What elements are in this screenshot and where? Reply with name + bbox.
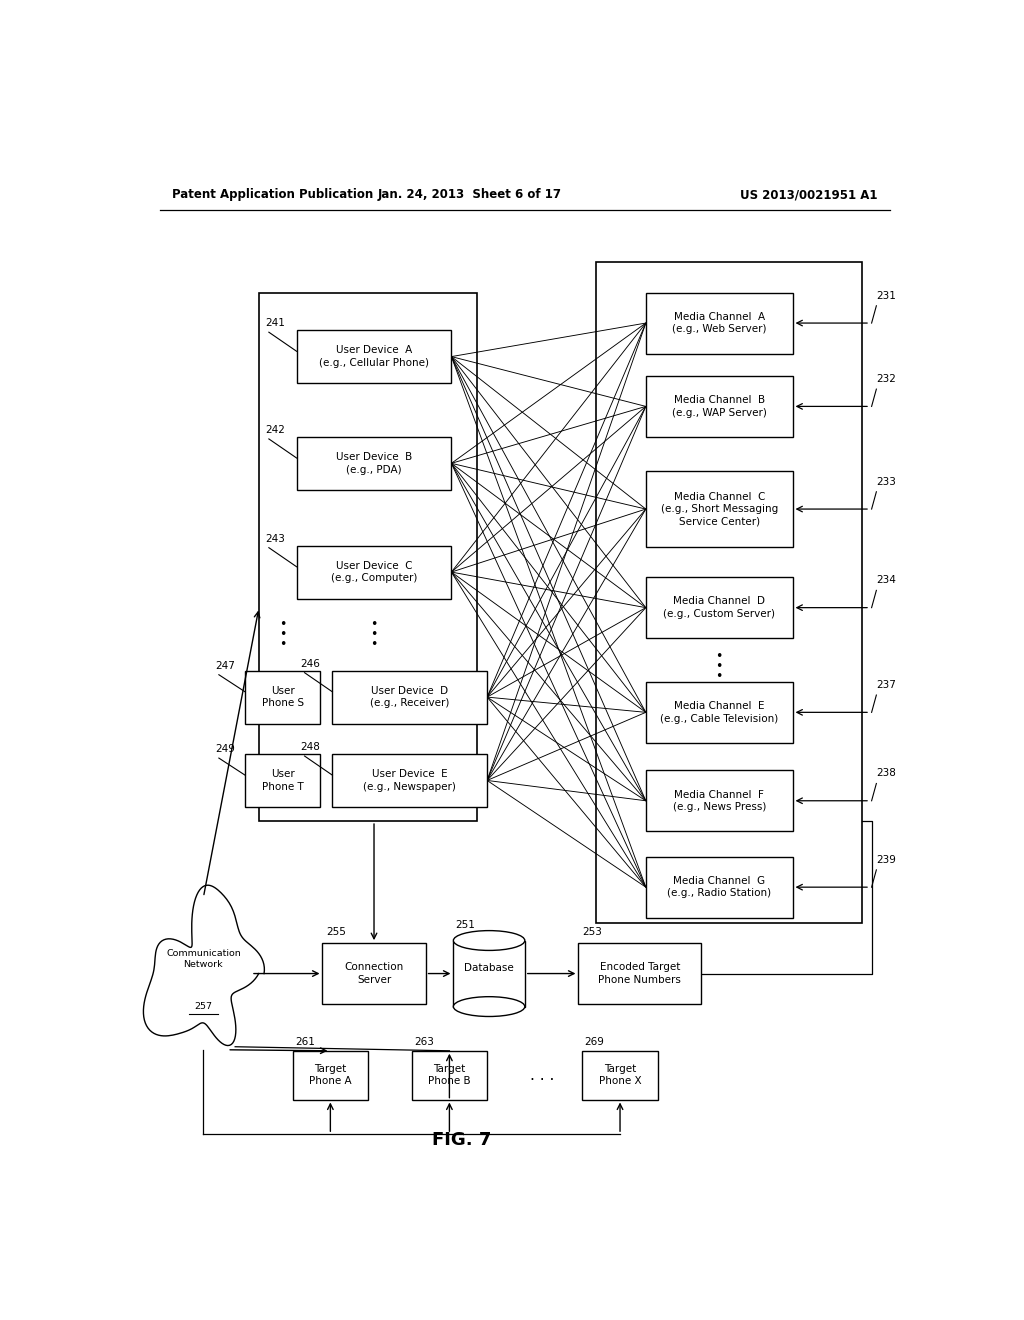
Text: Target
Phone A: Target Phone A	[309, 1064, 351, 1086]
Bar	[583, 1051, 657, 1100]
Text: •: •	[716, 660, 723, 673]
Text: Media Channel  C
(e.g., Short Messaging
Service Center): Media Channel C (e.g., Short Messaging S…	[660, 491, 778, 527]
Bar	[245, 754, 321, 807]
Text: 261: 261	[295, 1036, 315, 1047]
Bar	[245, 671, 321, 723]
Text: User
Phone T: User Phone T	[262, 770, 304, 792]
Text: Media Channel  E
(e.g., Cable Television): Media Channel E (e.g., Cable Television)	[660, 701, 778, 723]
Text: Connection
Server: Connection Server	[344, 962, 403, 985]
Text: FIG. 7: FIG. 7	[432, 1131, 490, 1150]
Text: •: •	[371, 618, 378, 631]
Bar	[579, 942, 701, 1005]
Text: •: •	[280, 639, 287, 651]
Text: Target
Phone X: Target Phone X	[599, 1064, 641, 1086]
Bar	[646, 771, 793, 832]
Bar	[333, 671, 487, 723]
Ellipse shape	[454, 931, 525, 950]
Text: User Device  C
(e.g., Computer): User Device C (e.g., Computer)	[331, 561, 417, 583]
Bar	[596, 263, 862, 923]
Bar	[297, 545, 452, 598]
Polygon shape	[143, 886, 264, 1045]
Text: •: •	[716, 671, 723, 684]
Text: 251: 251	[455, 920, 475, 931]
Text: •: •	[371, 639, 378, 651]
Text: •: •	[716, 649, 723, 663]
Bar	[323, 942, 426, 1005]
Text: 241: 241	[265, 318, 285, 329]
Text: 263: 263	[414, 1036, 434, 1047]
Text: 269: 269	[585, 1036, 604, 1047]
Ellipse shape	[454, 997, 525, 1016]
Text: 243: 243	[265, 533, 285, 544]
Text: •: •	[280, 628, 287, 642]
Bar	[333, 754, 487, 807]
Bar	[259, 293, 477, 821]
Text: •: •	[280, 618, 287, 631]
Text: 231: 231	[877, 290, 896, 301]
Bar	[297, 437, 452, 490]
Text: 232: 232	[877, 374, 896, 384]
Text: 239: 239	[877, 855, 896, 865]
Text: Patent Application Publication: Patent Application Publication	[172, 189, 373, 202]
Text: 248: 248	[301, 742, 321, 752]
Bar	[646, 682, 793, 743]
Text: •: •	[371, 628, 378, 642]
Text: 233: 233	[877, 477, 896, 487]
Bar	[293, 1051, 368, 1100]
Bar	[646, 293, 793, 354]
Text: Media Channel  D
(e.g., Custom Server): Media Channel D (e.g., Custom Server)	[664, 597, 775, 619]
Text: Target
Phone B: Target Phone B	[428, 1064, 471, 1086]
Text: 253: 253	[583, 927, 602, 937]
Text: Encoded Target
Phone Numbers: Encoded Target Phone Numbers	[598, 962, 681, 985]
Text: User
Phone S: User Phone S	[262, 686, 304, 709]
Bar	[646, 471, 793, 548]
Text: 255: 255	[327, 927, 346, 937]
Text: 249: 249	[215, 744, 234, 754]
Text: 237: 237	[877, 680, 896, 690]
Bar	[412, 1051, 487, 1100]
Text: US 2013/0021951 A1: US 2013/0021951 A1	[740, 189, 878, 202]
Text: 246: 246	[301, 659, 321, 669]
Bar	[646, 577, 793, 638]
Text: 234: 234	[877, 576, 896, 585]
Text: User Device  E
(e.g., Newspaper): User Device E (e.g., Newspaper)	[364, 770, 456, 792]
Bar	[454, 941, 524, 1007]
Text: 247: 247	[215, 661, 234, 671]
Text: Communication
Network: Communication Network	[166, 949, 241, 969]
Text: Media Channel  F
(e.g., News Press): Media Channel F (e.g., News Press)	[673, 789, 766, 812]
Text: 238: 238	[877, 768, 896, 779]
Text: User Device  D
(e.g., Receiver): User Device D (e.g., Receiver)	[370, 686, 450, 709]
Bar	[297, 330, 452, 383]
Bar	[646, 376, 793, 437]
Text: Media Channel  B
(e.g., WAP Server): Media Channel B (e.g., WAP Server)	[672, 395, 767, 417]
Text: 257: 257	[195, 1002, 212, 1011]
Text: Media Channel  G
(e.g., Radio Station): Media Channel G (e.g., Radio Station)	[668, 876, 771, 899]
Bar	[646, 857, 793, 917]
Text: 242: 242	[265, 425, 285, 434]
Text: Media Channel  A
(e.g., Web Server): Media Channel A (e.g., Web Server)	[672, 312, 767, 334]
Text: User Device  B
(e.g., PDA): User Device B (e.g., PDA)	[336, 453, 412, 474]
Text: Jan. 24, 2013  Sheet 6 of 17: Jan. 24, 2013 Sheet 6 of 17	[377, 189, 561, 202]
Text: Database: Database	[464, 964, 514, 973]
Text: . . .: . . .	[530, 1068, 554, 1082]
Text: User Device  A
(e.g., Cellular Phone): User Device A (e.g., Cellular Phone)	[319, 346, 429, 368]
